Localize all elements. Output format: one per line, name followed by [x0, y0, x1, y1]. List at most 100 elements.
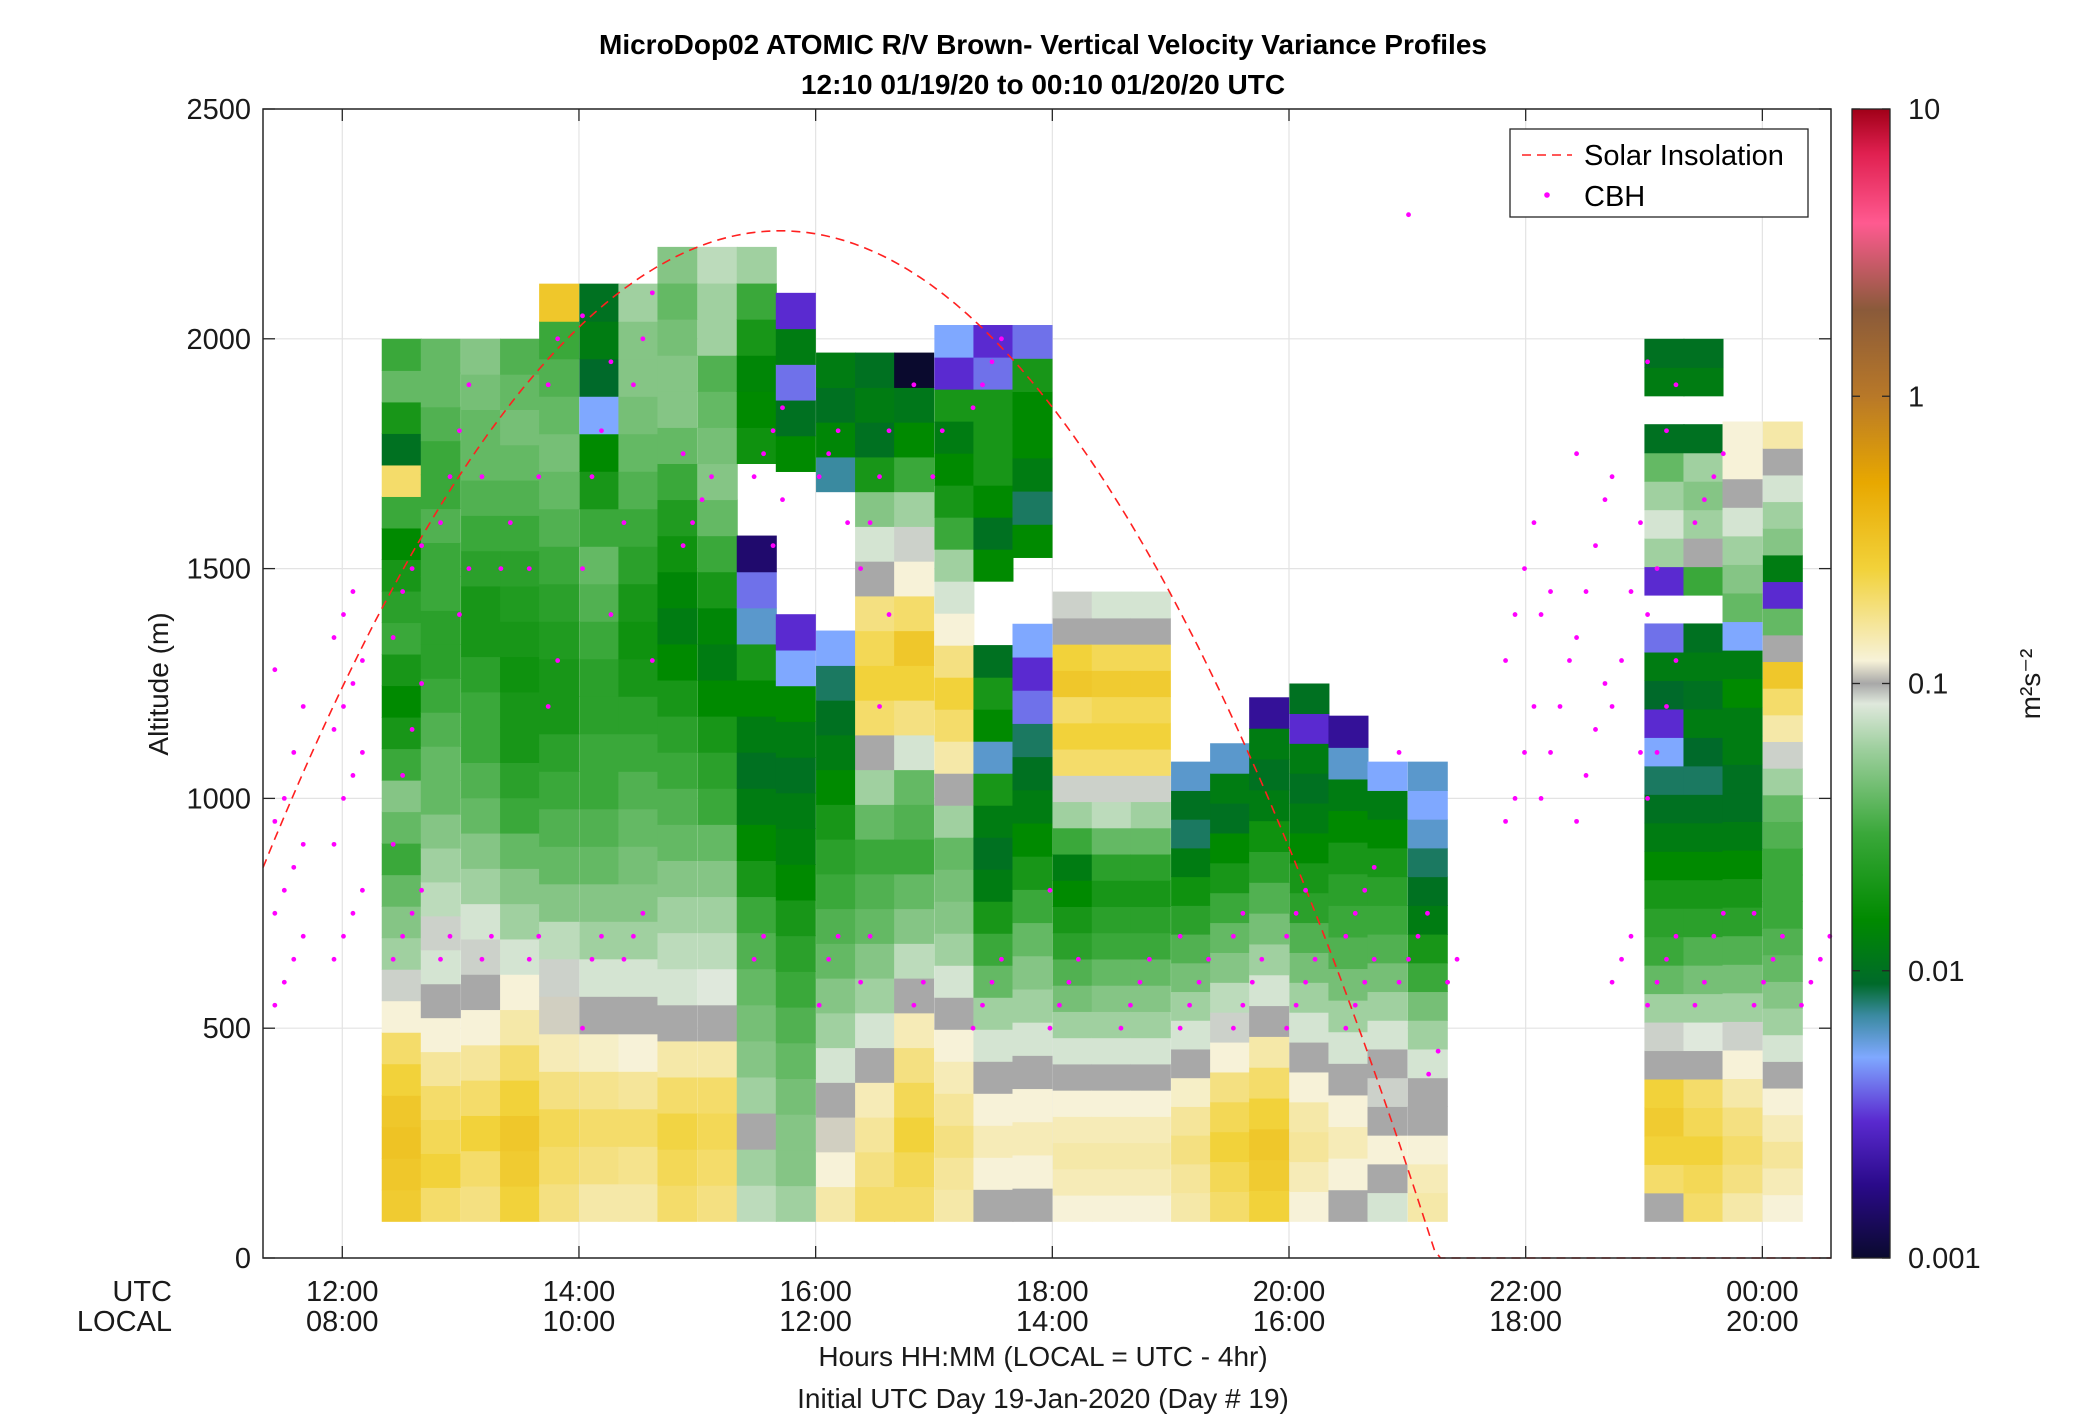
variance-cell — [539, 471, 580, 510]
variance-cell — [894, 1151, 935, 1188]
variance-cell — [1171, 1077, 1212, 1107]
variance-cell — [539, 808, 580, 847]
cbh-point — [1406, 956, 1411, 962]
variance-cell — [1722, 935, 1763, 965]
cbh-point — [419, 887, 424, 893]
cbh-point — [300, 933, 306, 939]
variance-cell — [1407, 1106, 1448, 1136]
variance-cell — [736, 282, 777, 320]
variance-cell — [1328, 1000, 1369, 1033]
variance-cell — [816, 943, 857, 979]
variance-cell — [1012, 822, 1053, 857]
cbh-point — [1128, 1002, 1133, 1008]
cbh-point — [1396, 979, 1402, 985]
variance-cell — [736, 607, 777, 645]
variance-cell — [420, 1119, 461, 1154]
variance-cell — [1052, 617, 1093, 645]
variance-cell — [1210, 1101, 1251, 1133]
variance-cell — [934, 581, 975, 614]
cbh-point — [939, 428, 945, 434]
variance-cell — [855, 943, 896, 979]
variance-cell — [579, 1183, 620, 1222]
variance-cell — [1289, 713, 1330, 744]
variance-cell — [1328, 747, 1369, 780]
variance-cell — [381, 433, 422, 466]
cbh-point — [709, 474, 714, 480]
variance-cell — [934, 325, 975, 358]
variance-cell — [1683, 1192, 1724, 1222]
variance-cell — [816, 422, 857, 458]
variance-cell — [1722, 650, 1763, 680]
cbh-point — [1522, 566, 1527, 571]
variance-cell — [1052, 696, 1093, 724]
variance-cell — [736, 1112, 777, 1150]
variance-cell — [579, 846, 620, 885]
cbh-point — [1751, 910, 1757, 916]
variance-cell — [618, 996, 659, 1035]
variance-cell — [1130, 906, 1171, 934]
cbh-point — [1628, 933, 1634, 939]
variance-cell — [618, 396, 659, 435]
variance-cell — [1762, 1087, 1803, 1116]
cbh-point — [390, 635, 396, 640]
variance-cell — [1683, 338, 1724, 368]
variance-cell — [1683, 566, 1724, 596]
variance-cell — [736, 752, 777, 789]
variance-cell — [894, 630, 935, 666]
variance-cell — [1762, 1167, 1803, 1196]
variance-cell — [381, 811, 422, 844]
cbh-point — [291, 956, 297, 962]
variance-cells — [381, 246, 1803, 1222]
variance-cell — [697, 1004, 738, 1042]
variance-cell — [973, 1093, 1014, 1126]
variance-cell — [420, 1051, 461, 1087]
variance-cell — [697, 535, 738, 573]
variance-cell — [855, 700, 896, 736]
cbh-point — [1664, 428, 1669, 434]
variance-cell — [973, 453, 1014, 486]
variance-cell — [1249, 882, 1290, 914]
variance-cell — [697, 282, 738, 320]
variance-cell — [618, 321, 659, 360]
variance-cell — [461, 1080, 502, 1116]
cbh-point — [1654, 750, 1660, 755]
variance-cell — [381, 338, 422, 371]
variance-cell — [500, 621, 541, 658]
variance-cell — [973, 933, 1014, 966]
variance-cell — [697, 1185, 738, 1222]
variance-cell — [1722, 450, 1763, 480]
cbh-point — [545, 382, 551, 388]
variance-cell — [1289, 862, 1330, 894]
variance-cell — [1722, 764, 1763, 794]
variance-cell — [1091, 644, 1132, 671]
variance-cell — [618, 658, 659, 697]
variance-cell — [1683, 908, 1724, 938]
variance-cell — [934, 549, 975, 582]
variance-cell — [1052, 932, 1093, 960]
variance-cell — [1130, 748, 1171, 776]
variance-cell — [1367, 1048, 1408, 1079]
variance-cell — [894, 1116, 935, 1153]
variance-cell — [381, 496, 422, 529]
variance-cell — [1130, 670, 1171, 698]
cbh-point — [1638, 750, 1643, 755]
variance-cell — [1722, 1049, 1763, 1080]
variance-cell — [816, 1082, 857, 1118]
cbh-point — [1673, 933, 1679, 939]
variance-cell — [775, 1042, 816, 1080]
variance-cell — [1367, 962, 1408, 993]
variance-cell — [420, 338, 461, 374]
variance-cell — [579, 958, 620, 997]
cbh-point — [1609, 704, 1615, 709]
cbh-point — [690, 520, 695, 526]
variance-cell — [657, 1004, 698, 1042]
variance-cell — [1171, 761, 1212, 791]
variance-cell — [973, 709, 1014, 742]
cbh-point — [1503, 818, 1508, 824]
variance-cell — [1012, 955, 1053, 990]
variance-cell — [1762, 1061, 1803, 1089]
variance-cell — [657, 1185, 698, 1222]
variance-cell — [1367, 790, 1408, 820]
cbh-point — [1352, 1002, 1358, 1008]
cbh-point — [555, 658, 561, 663]
